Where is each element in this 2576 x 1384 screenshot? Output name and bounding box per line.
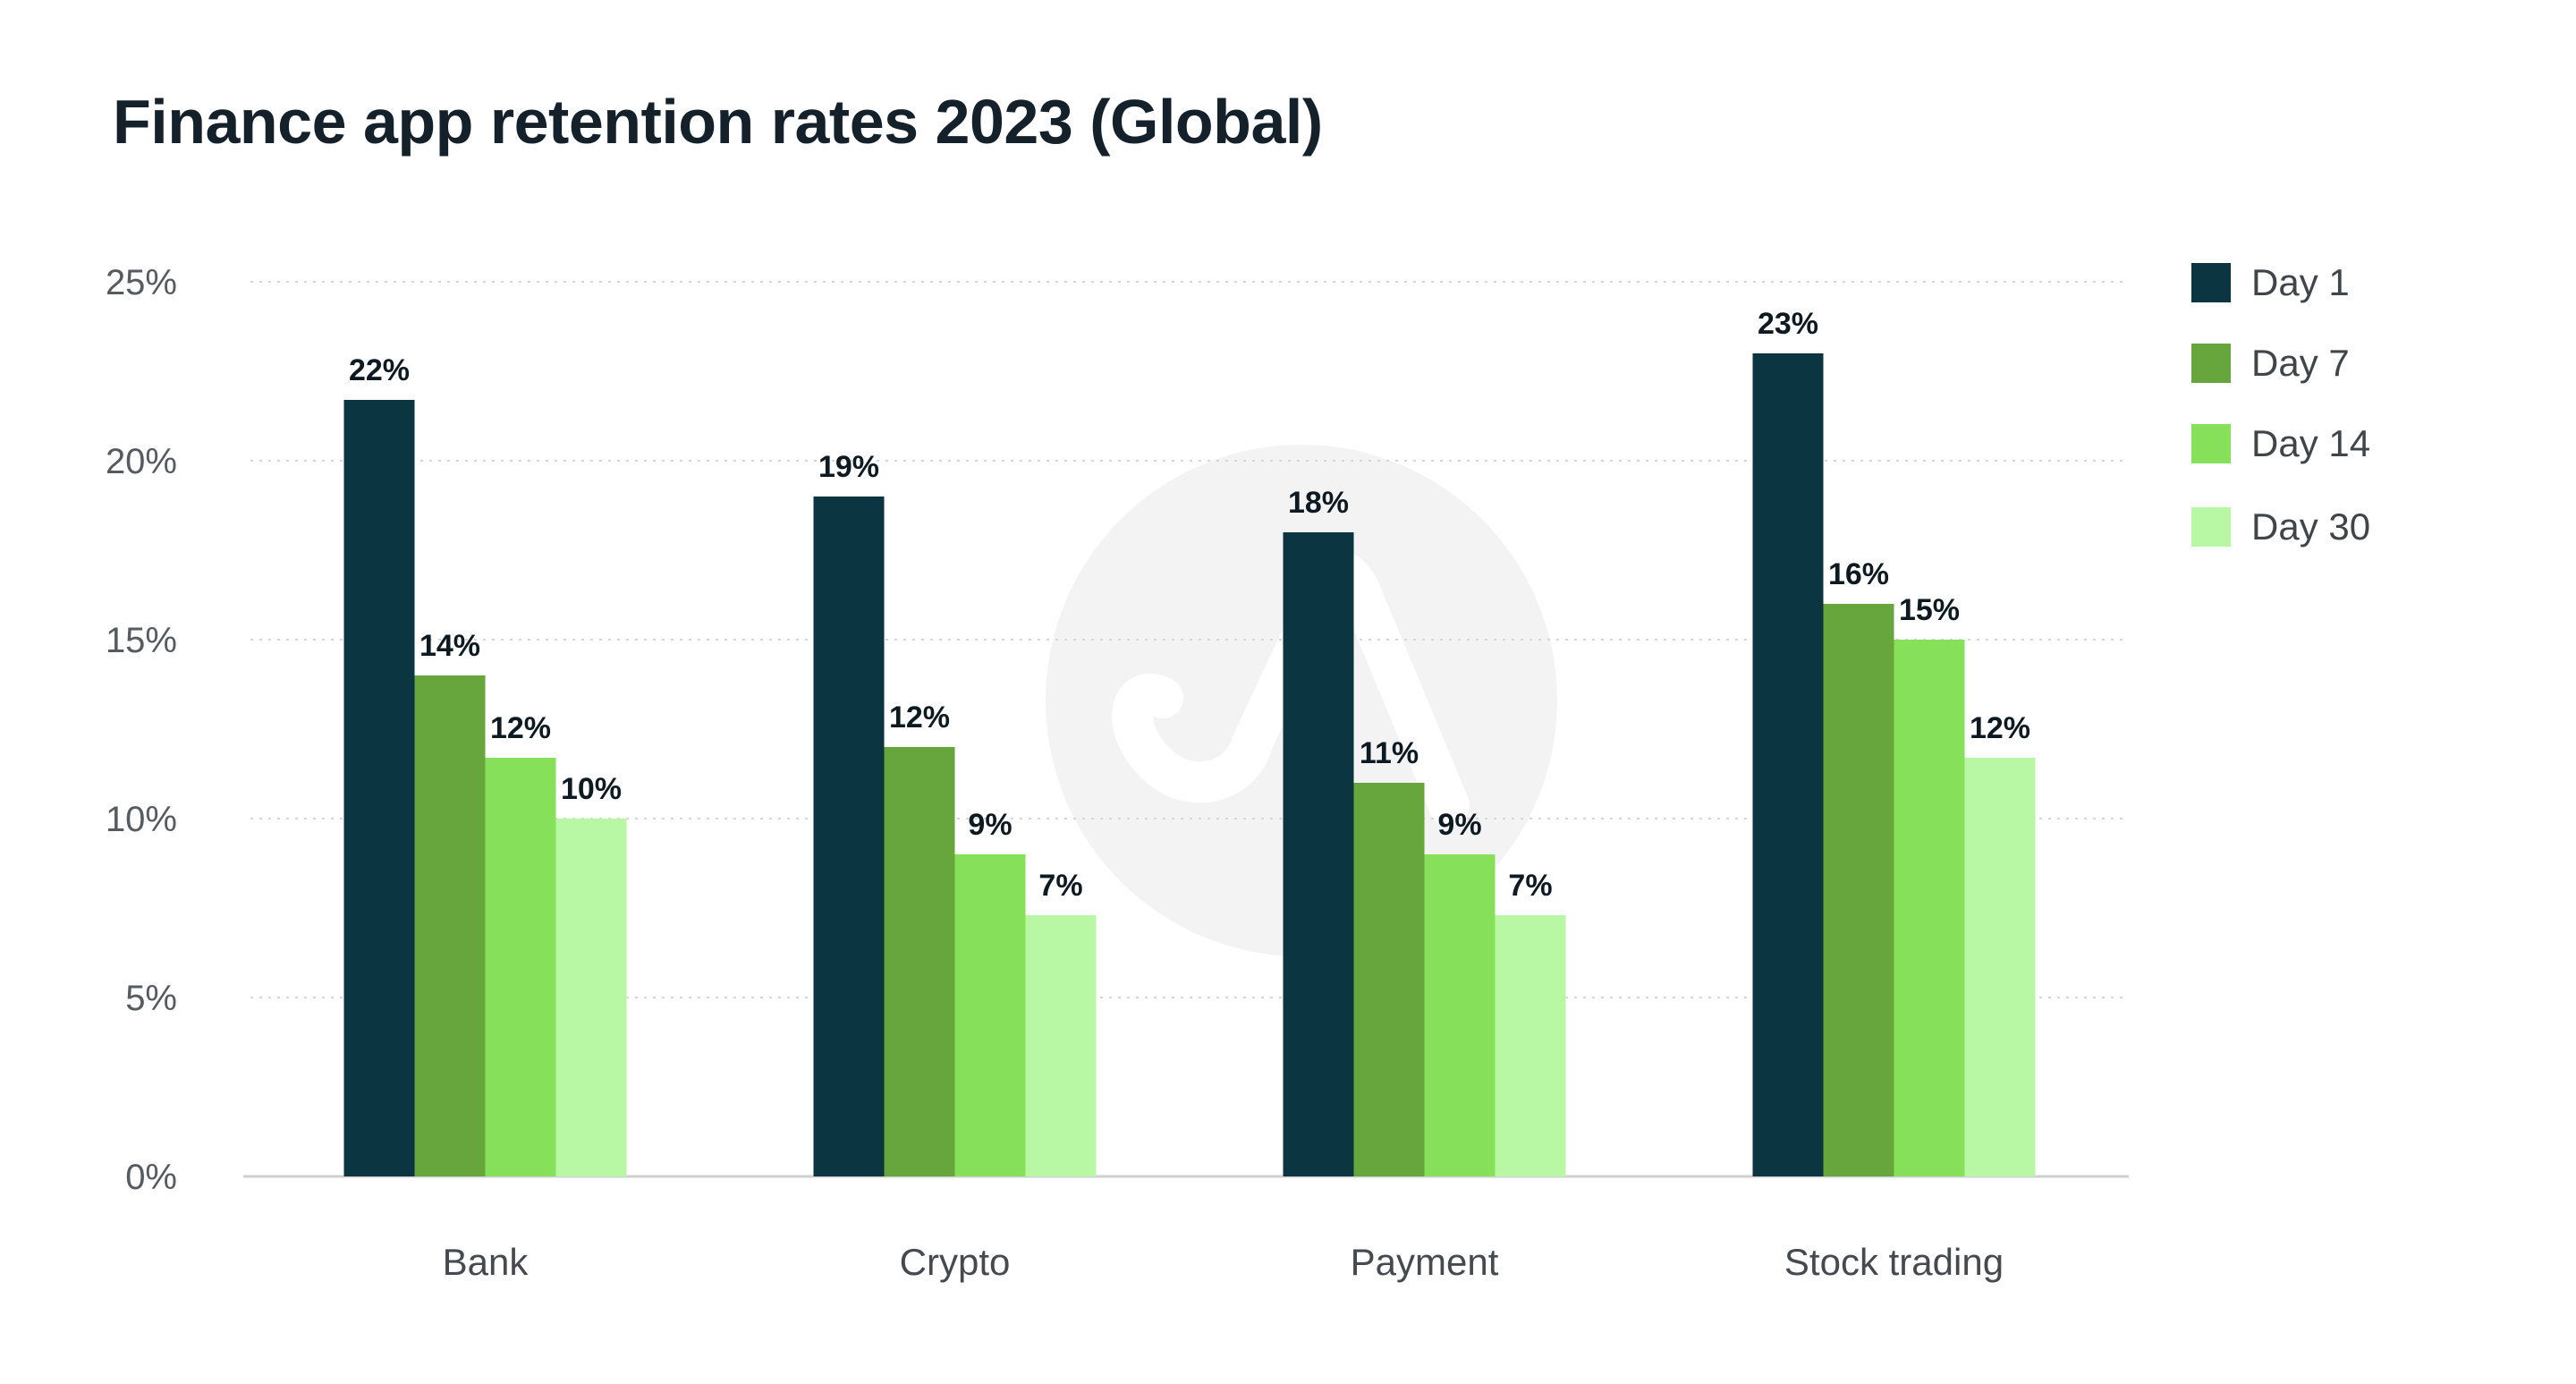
bar-day-30-stock-trading bbox=[1964, 758, 2036, 1176]
bar-day-14-bank bbox=[485, 758, 556, 1176]
data-label: 14% bbox=[419, 629, 480, 663]
data-label: 22% bbox=[349, 353, 410, 387]
data-label: 12% bbox=[1970, 711, 2030, 745]
legend-label: Day 30 bbox=[2251, 505, 2370, 548]
bar-day-30-crypto bbox=[1025, 915, 1097, 1176]
data-labels: 22% 14% 12% 10% 19% 12% 9% 7% 18% 11% 9% 7% 23% 16% 15… bbox=[349, 307, 2030, 903]
bar-day-14-payment bbox=[1424, 854, 1496, 1176]
y-tick-label: 15% bbox=[106, 621, 177, 660]
data-label: 11% bbox=[1360, 736, 1419, 770]
data-label: 9% bbox=[968, 808, 1012, 842]
bar-day-30-bank bbox=[555, 819, 627, 1176]
legend-label: Day 7 bbox=[2251, 342, 2350, 384]
x-tick-label: Crypto bbox=[900, 1241, 1011, 1283]
legend: Day 1 Day 7 Day 14 Day 30 bbox=[2191, 261, 2370, 548]
bar-day-1-payment bbox=[1283, 532, 1354, 1176]
legend-swatch bbox=[2191, 344, 2231, 383]
x-tick-label: Stock trading bbox=[1784, 1241, 2004, 1283]
legend-swatch bbox=[2191, 507, 2231, 547]
y-tick-label: 10% bbox=[106, 800, 177, 839]
legend-swatch bbox=[2191, 263, 2231, 302]
x-tick-label: Payment bbox=[1351, 1241, 1499, 1283]
legend-label: Day 1 bbox=[2251, 261, 2350, 303]
bar-day-14-crypto bbox=[954, 854, 1026, 1176]
data-label: 19% bbox=[818, 450, 879, 484]
data-label: 15% bbox=[1899, 593, 1960, 627]
data-label: 12% bbox=[490, 711, 551, 745]
bar-day-30-payment bbox=[1495, 915, 1566, 1176]
chart-title: Finance app retention rates 2023 (Global… bbox=[113, 87, 1323, 157]
data-label: 18% bbox=[1288, 486, 1349, 520]
data-label: 7% bbox=[1038, 869, 1082, 903]
bar-day-7-stock-trading bbox=[1823, 604, 1894, 1176]
data-label: 12% bbox=[889, 700, 950, 734]
x-tick-label: Bank bbox=[443, 1241, 530, 1283]
data-label: 16% bbox=[1828, 557, 1889, 591]
bar-day-7-bank bbox=[414, 675, 486, 1176]
bar-day-7-payment bbox=[1353, 783, 1425, 1176]
bar-day-14-stock-trading bbox=[1894, 640, 1965, 1176]
data-label: 7% bbox=[1508, 869, 1552, 903]
bar-day-1-bank bbox=[343, 400, 415, 1176]
y-tick-label: 0% bbox=[125, 1158, 177, 1197]
bar-day-1-crypto bbox=[813, 497, 885, 1176]
data-label: 10% bbox=[561, 772, 622, 806]
data-label: 23% bbox=[1758, 307, 1818, 341]
legend-swatch bbox=[2191, 424, 2231, 463]
data-label: 9% bbox=[1437, 808, 1481, 842]
y-tick-label: 5% bbox=[125, 979, 177, 1018]
legend-label: Day 14 bbox=[2251, 422, 2370, 464]
y-tick-label: 25% bbox=[106, 263, 177, 302]
bar-day-1-stock-trading bbox=[1752, 353, 1824, 1176]
bars bbox=[343, 353, 2036, 1176]
bar-day-7-crypto bbox=[884, 747, 955, 1176]
y-tick-label: 20% bbox=[106, 442, 177, 481]
